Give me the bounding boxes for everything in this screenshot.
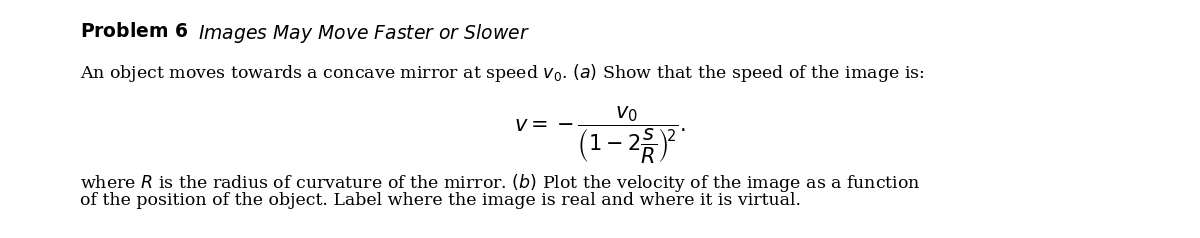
Text: $v = -\dfrac{v_0}{\left(1 - 2\dfrac{s}{R}\right)^{\!2}}.$: $v = -\dfrac{v_0}{\left(1 - 2\dfrac{s}{R… xyxy=(514,105,686,166)
Text: $\mathbf{Problem\ 6}$: $\mathbf{Problem\ 6}$ xyxy=(80,22,188,41)
Text: of the position of the object. Label where the image is real and where it is vir: of the position of the object. Label whe… xyxy=(80,192,802,209)
Text: where $R$ is the radius of curvature of the mirror. $(b)$ Plot the velocity of t: where $R$ is the radius of curvature of … xyxy=(80,172,920,194)
Text: An object moves towards a concave mirror at speed $v_0$. $(a)$ Show that the spe: An object moves towards a concave mirror… xyxy=(80,62,924,84)
Text: $\mathit{Images\ May\ Move\ Faster\ or\ Slower}$: $\mathit{Images\ May\ Move\ Faster\ or\ … xyxy=(198,22,530,45)
